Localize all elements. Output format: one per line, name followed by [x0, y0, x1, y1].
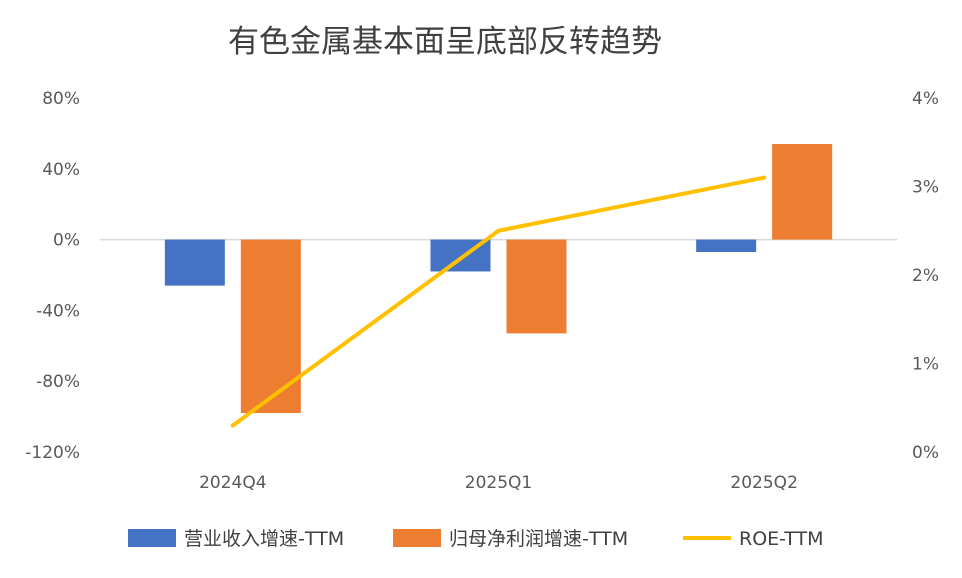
bars [164, 144, 833, 414]
right-tick-label: 1% [912, 355, 939, 375]
legend-label-2: 归母净利润增速-TTM [449, 528, 628, 550]
roe-line [230, 175, 767, 428]
roe-point [230, 423, 235, 428]
right-tick-label: 2% [912, 266, 939, 286]
left-tick-label: 0% [53, 231, 80, 251]
chart-title: 有色金属基本面呈底部反转趋势 [228, 24, 662, 60]
right-tick-label: 4% [912, 89, 939, 109]
roe-line-series [230, 175, 767, 428]
legend-swatch-2 [393, 529, 441, 547]
legend: 营业收入增速-TTM 归母净利润增速-TTM ROE-TTM [128, 528, 824, 550]
roe-point [496, 228, 501, 233]
bar-2-2025Q2 [772, 144, 833, 240]
bar-1-2024Q4 [164, 239, 225, 286]
legend-label-3: ROE-TTM [739, 528, 824, 550]
left-tick-label: -40% [36, 301, 80, 321]
left-axis: 80% 40% 0% -40% -80% -120% [25, 89, 80, 463]
category-label: 2025Q1 [465, 473, 532, 493]
category-label: 2024Q4 [199, 473, 266, 493]
left-tick-label: 80% [42, 89, 80, 109]
left-tick-label: 40% [42, 160, 80, 180]
bar-2-2025Q1 [506, 239, 567, 334]
left-tick-label: -120% [25, 443, 80, 463]
bar-2-2024Q4 [240, 239, 301, 414]
category-labels: 2024Q4 2025Q1 2025Q2 [199, 473, 798, 493]
legend-label-1: 营业收入增速-TTM [184, 528, 344, 550]
legend-swatch-1 [128, 529, 176, 547]
right-tick-label: 0% [912, 443, 939, 463]
right-axis: 4% 3% 2% 1% 0% [912, 89, 939, 463]
category-label: 2025Q2 [730, 473, 797, 493]
roe-point [762, 175, 767, 180]
right-tick-label: 3% [912, 178, 939, 198]
left-tick-label: -80% [36, 372, 80, 392]
bar-1-2025Q2 [696, 239, 757, 252]
